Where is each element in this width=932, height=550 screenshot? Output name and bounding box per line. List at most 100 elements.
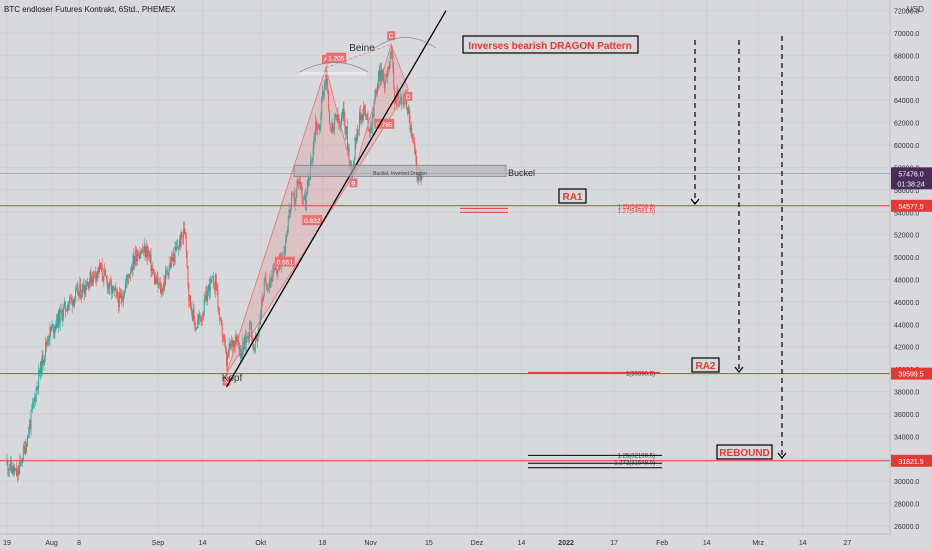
head-label: Kopf [222, 373, 243, 384]
candle-body [260, 314, 262, 321]
ratio-label: 0.785 [376, 122, 393, 129]
candle-body [82, 284, 84, 292]
candle-body [18, 467, 20, 475]
candle-body [264, 278, 266, 280]
candle-body [230, 342, 232, 347]
candle-body [38, 370, 40, 388]
candle-body [335, 114, 337, 116]
candle-body [184, 228, 185, 235]
candle-body [202, 318, 203, 320]
candle-body [298, 181, 299, 184]
legs-label: Beine [349, 43, 375, 54]
candle-body [58, 311, 60, 324]
candle-body [365, 114, 367, 116]
candle-body [102, 276, 104, 281]
y-tick-label: 68000.0 [894, 53, 919, 60]
time-axis[interactable]: 19 Aug 8 Sep 14 Okt 18 Nov 15 Dez 14 2022 17 Feb 14 Mrz… [3, 540, 851, 547]
pattern-leg-dashed [353, 88, 409, 176]
candle-body [135, 250, 137, 261]
ratio-label: 0.832 [304, 218, 321, 225]
candle-body [71, 297, 73, 306]
candle-body [88, 282, 89, 289]
candle-body [45, 342, 47, 356]
candle-body [12, 466, 14, 474]
candle-body [197, 319, 199, 322]
candle-body [28, 424, 30, 435]
candle-body [106, 279, 108, 290]
candle-body [21, 460, 23, 463]
candle-body [21, 460, 23, 463]
candle-body [140, 253, 142, 255]
candle-body [334, 117, 336, 130]
candle-body [379, 70, 381, 82]
candle-body [251, 337, 253, 340]
candle-body [92, 278, 94, 282]
candle-body [413, 139, 414, 142]
candle-body [115, 288, 117, 291]
candle-body [201, 318, 203, 322]
candle-body [266, 284, 268, 290]
time-axis-panel [0, 534, 932, 550]
candle-body [61, 310, 63, 321]
x-tick-label: 15 [425, 540, 433, 547]
candle-body [189, 295, 191, 301]
candle-body [182, 236, 184, 238]
candle-body [54, 325, 56, 331]
candle-body [29, 424, 31, 429]
candle-body [152, 268, 154, 272]
candle-body [56, 314, 58, 328]
candle-body [41, 354, 43, 374]
candle-body [258, 324, 260, 334]
candle-body [220, 317, 221, 321]
candle-body [406, 95, 408, 108]
dashed-arrow-head [690, 198, 700, 205]
candle-body [285, 240, 287, 251]
price-axis[interactable]: 72000.0 70000.0 68000.0 66000.0 64000.0 62000… [891, 9, 932, 531]
candle-body [314, 135, 316, 138]
candle-body [304, 195, 306, 210]
candle-body [168, 268, 170, 276]
candle-body [217, 290, 219, 308]
x-tick-label: 8 [77, 540, 81, 547]
candle-body [354, 137, 356, 158]
candle-body [407, 107, 408, 114]
candle-body [297, 181, 299, 187]
candle-body [345, 129, 347, 135]
pattern-point-label: B [351, 180, 355, 187]
candle-body [385, 74, 387, 82]
candle-body [150, 254, 152, 272]
candle-body [72, 299, 74, 306]
candle-body [232, 340, 233, 347]
candle-body [388, 66, 390, 70]
candle-body [124, 284, 126, 293]
candle-body [77, 287, 79, 296]
candle-body [190, 306, 192, 312]
candle-body [118, 292, 120, 307]
candle-body [114, 288, 116, 291]
candle-body [344, 118, 346, 130]
pattern-title: Inverses bearish DRAGON Pattern [468, 41, 631, 52]
ra2-box [691, 357, 720, 373]
candle-body [216, 284, 218, 291]
candle-body [108, 283, 110, 289]
candle-body [412, 133, 414, 140]
candle-body [58, 311, 59, 328]
candle-body [417, 174, 419, 181]
candle-body [7, 460, 9, 471]
candle-body [6, 460, 8, 464]
chart-title: BTC endloser Futures Kontrakt, 6Std., PH… [4, 5, 176, 14]
candle-body [238, 343, 240, 355]
candle-body [91, 278, 93, 284]
candle-body [147, 250, 149, 258]
candle-body [14, 470, 16, 473]
candle-body [361, 114, 363, 120]
candle-body [336, 114, 338, 120]
candle-body [214, 275, 216, 290]
candle-body [205, 291, 207, 299]
y-tick-label: 30000.0 [894, 479, 919, 486]
candle-body [420, 176, 422, 180]
candle-body [269, 280, 271, 282]
candle-body [343, 108, 345, 119]
candle-body [240, 348, 242, 359]
